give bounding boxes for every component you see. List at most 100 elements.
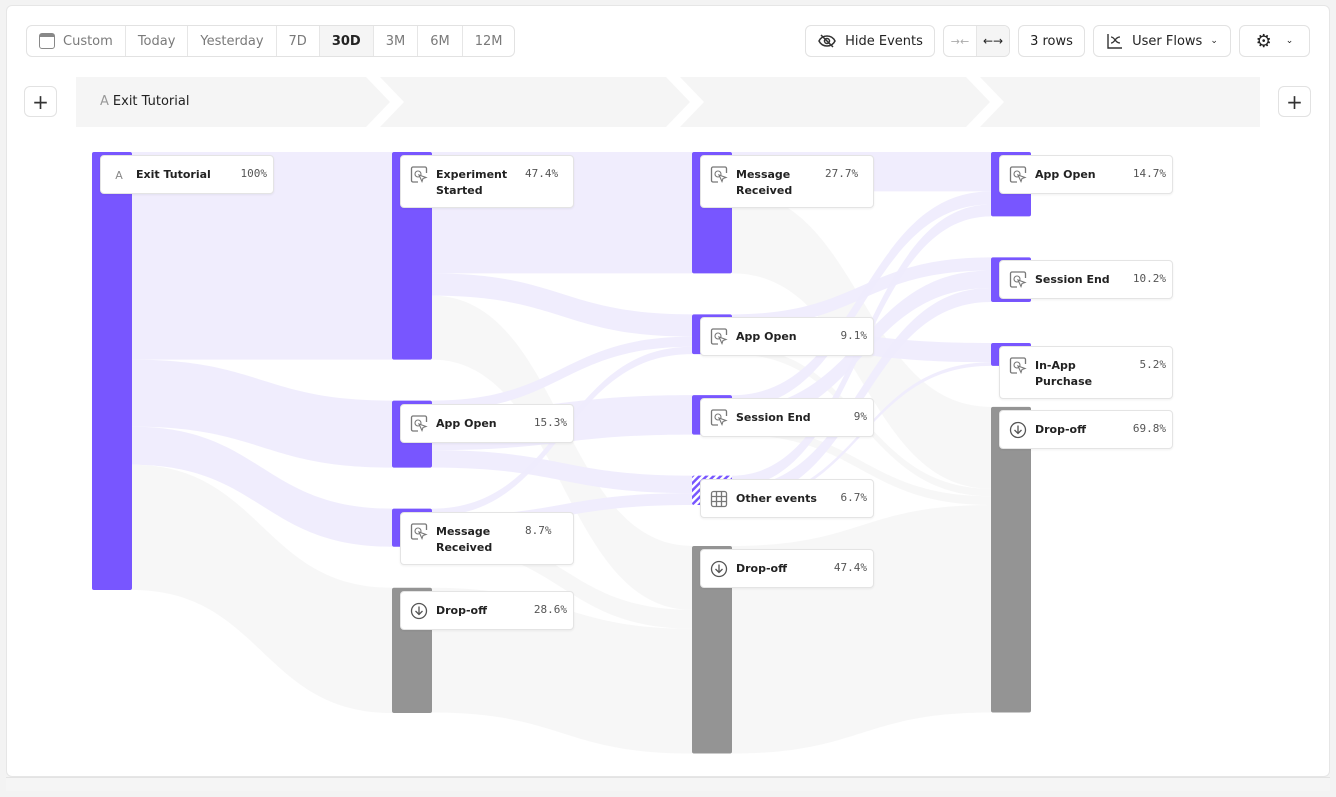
node-label: App Open xyxy=(1035,168,1096,181)
step-event-name: Exit Tutorial xyxy=(112,94,190,109)
node-percentage: 28.6% xyxy=(533,602,567,616)
node-percentage: 69.8% xyxy=(1132,421,1166,435)
flow-link-c3-d4[interactable] xyxy=(732,425,991,505)
node-card[interactable]: App Open 14.7% xyxy=(999,155,1173,194)
node-card[interactable]: Drop-off 69.8% xyxy=(999,409,1173,449)
node-card[interactable]: Message Received 27.7% xyxy=(700,155,874,208)
date-range-12m[interactable]: 12M xyxy=(463,26,515,56)
node-percentage: 10.2% xyxy=(1132,272,1166,286)
date-range-label: Custom xyxy=(63,33,113,49)
node-label: Message Received xyxy=(436,524,493,554)
node-card[interactable]: App Open 9.1% xyxy=(700,317,874,357)
node-card[interactable]: Session End 10.2% xyxy=(999,260,1173,300)
flow-link-c5-d4[interactable] xyxy=(732,504,991,754)
date-range-3m[interactable]: 3M xyxy=(374,26,419,56)
steps-bar xyxy=(76,77,1260,127)
cursor-click-icon xyxy=(1008,270,1028,290)
node-percentage: 14.7% xyxy=(1132,167,1166,180)
flow-link-b1-c5[interactable] xyxy=(432,295,692,610)
chevron-down-icon: ⌄ xyxy=(1285,36,1294,46)
hide-events-button[interactable]: Hide Events xyxy=(805,25,935,57)
node-card[interactable]: In-App Purchase 5.2% xyxy=(999,346,1173,400)
flows-chart-icon xyxy=(1107,34,1123,49)
flow-link-c2-d2[interactable] xyxy=(732,257,991,328)
rows-label: 3 rows xyxy=(1030,33,1073,49)
calendar-icon xyxy=(39,33,55,49)
node-percentage: 47.4% xyxy=(833,560,867,574)
date-range-7d[interactable]: 7D xyxy=(277,26,320,56)
node-card[interactable]: Drop-off 28.6% xyxy=(400,590,574,630)
date-range-label: 12M xyxy=(474,33,503,49)
node-label: Drop-off xyxy=(436,603,488,617)
step-1-label: A Exit Tutorial xyxy=(100,94,189,109)
flow-link-a-b1[interactable] xyxy=(132,152,392,360)
letter-a-icon: A xyxy=(115,168,123,182)
collapse-icon[interactable]: →← xyxy=(944,26,977,56)
node-percentage: 8.7% xyxy=(525,523,552,537)
step-2[interactable] xyxy=(380,77,690,127)
view-type-label: User Flows xyxy=(1132,33,1203,49)
date-range-selector: Custom Today Yesterday 7D 30D 3M 6M 12M xyxy=(26,25,516,57)
node-label: Experiment Started xyxy=(436,168,508,197)
date-range-30d[interactable]: 30D xyxy=(319,26,374,56)
cursor-click-icon xyxy=(709,327,729,347)
flow-link-a-b3[interactable] xyxy=(132,426,392,547)
node-card[interactable]: App Open 15.3% xyxy=(400,403,574,443)
step-4[interactable] xyxy=(980,77,1260,127)
node-label: Drop-off xyxy=(736,561,788,575)
node-card[interactable]: Drop-off 47.4% xyxy=(700,548,874,588)
node-percentage: 100% xyxy=(240,167,268,180)
flow-link-c3-d1[interactable] xyxy=(732,191,991,409)
step-1[interactable] xyxy=(76,77,390,127)
arrow-down-circle-icon xyxy=(409,601,429,621)
node-percentage: 5.2% xyxy=(1139,358,1167,372)
node-bar-a[interactable] xyxy=(92,152,132,590)
expand-icon[interactable]: ←→ xyxy=(977,26,1009,56)
flow-link-b2-c2[interactable] xyxy=(432,336,692,411)
cursor-click-icon xyxy=(409,414,429,434)
node-label: Session End xyxy=(736,411,811,425)
step-3[interactable] xyxy=(680,77,990,127)
node-label: App Open xyxy=(736,330,797,344)
cursor-click-icon xyxy=(409,165,429,185)
settings-dropdown[interactable]: ⚙ ⌄ xyxy=(1239,25,1310,57)
arrow-down-circle-icon xyxy=(709,559,729,579)
hide-events-label: Hide Events xyxy=(845,33,923,49)
node-bar-d4[interactable] xyxy=(991,406,1031,713)
node-card[interactable]: A Exit Tutorial 100% xyxy=(100,155,274,194)
node-percentage: 9% xyxy=(853,410,867,424)
add-step-before-button[interactable]: + xyxy=(24,86,57,117)
node-percentage: 47.4% xyxy=(525,167,559,180)
node-card[interactable]: Message Received 8.7% xyxy=(400,511,574,565)
node-card[interactable]: Session End 9% xyxy=(700,398,874,438)
view-type-dropdown[interactable]: User Flows ⌄ xyxy=(1093,25,1231,57)
cursor-click-icon xyxy=(409,522,429,542)
date-range-6m[interactable]: 6M xyxy=(418,26,463,56)
node-label: App Open xyxy=(436,416,497,430)
date-range-yesterday[interactable]: Yesterday xyxy=(188,26,277,56)
date-range-custom[interactable]: Custom xyxy=(27,26,126,56)
grid-icon xyxy=(709,489,729,509)
node-percentage: 27.7% xyxy=(825,167,859,180)
collapse-expand-toggle: →← ←→ xyxy=(943,25,1010,57)
arrow-down-circle-icon xyxy=(1008,420,1028,440)
node-label: Message Received xyxy=(736,168,793,197)
node-label: Session End xyxy=(1035,273,1110,287)
node-card[interactable]: Other events 6.7% xyxy=(700,478,874,518)
flow-link-c4-d2[interactable] xyxy=(732,288,991,502)
add-step-after-button[interactable]: + xyxy=(1278,86,1311,117)
node-percentage: 6.7% xyxy=(840,490,868,504)
node-bar-c5[interactable] xyxy=(692,545,732,754)
flow-link-b1-c2[interactable] xyxy=(432,273,692,337)
rows-button[interactable]: 3 rows xyxy=(1018,25,1085,57)
flow-link-a-b4[interactable] xyxy=(132,464,392,713)
date-range-label: Yesterday xyxy=(200,33,264,49)
node-percentage: 15.3% xyxy=(533,415,567,429)
chevron-down-icon: ⌄ xyxy=(1210,36,1218,46)
node-card[interactable]: Experiment Started 47.4% xyxy=(400,155,574,208)
flow-link-b2-c4[interactable] xyxy=(432,450,692,494)
date-range-today[interactable]: Today xyxy=(126,26,189,56)
step-prefix: A xyxy=(100,94,109,109)
horizontal-scrollbar[interactable] xyxy=(6,777,1330,791)
flow-link-a-b2[interactable] xyxy=(132,359,392,468)
